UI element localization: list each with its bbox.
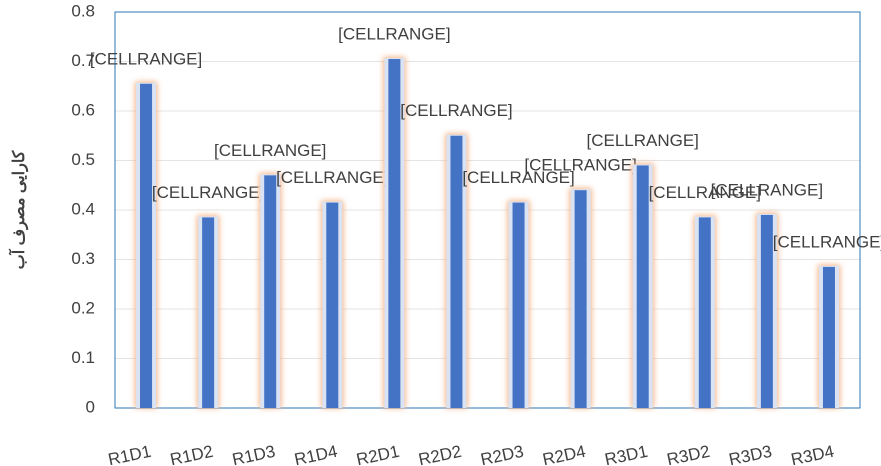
data-label: [CELLRANGE] (524, 156, 636, 175)
x-tick-label: R1D3 (231, 442, 277, 466)
bar (326, 202, 339, 408)
y-tick-label: 0.4 (71, 199, 95, 218)
x-tick-label: R1D1 (106, 442, 152, 466)
x-tick-label: R2D1 (355, 442, 401, 466)
y-tick-label: 0.5 (71, 150, 95, 169)
y-tick-label: 0.8 (71, 1, 95, 20)
plot-border (114, 11, 861, 409)
data-label: [CELLRANGE] (773, 232, 881, 251)
data-label: [CELLRANGE] (649, 183, 761, 202)
data-label: [CELLRANGE] (152, 183, 264, 202)
data-label: [CELLRANGE] (276, 168, 388, 187)
data-label: [CELLRANGE] (586, 131, 698, 150)
bar (388, 59, 401, 409)
y-tick-label: 0.3 (71, 249, 95, 268)
data-label: [CELLRANGE] (711, 180, 823, 199)
bar (512, 202, 525, 408)
data-label: [CELLRANGE] (462, 168, 574, 187)
x-tick-label: R2D2 (417, 442, 463, 466)
bar (450, 135, 463, 408)
bar (698, 217, 711, 408)
data-label: [CELLRANGE] (338, 25, 450, 44)
bar (574, 190, 587, 408)
x-tick-label: R1D4 (293, 442, 339, 466)
x-tick-label: R1D2 (168, 442, 214, 466)
y-tick-label: 0.2 (71, 298, 95, 317)
x-tick-label: R2D3 (479, 442, 525, 466)
bar (636, 165, 649, 408)
data-label: [CELLRANGE] (400, 101, 512, 120)
x-tick-label: R3D3 (727, 442, 773, 466)
bar (760, 214, 773, 408)
y-tick-label: 0.1 (71, 348, 95, 367)
y-axis-label: کارایی مصرف آب (7, 150, 29, 269)
bar (202, 217, 215, 408)
y-tick-label: 0 (86, 397, 95, 416)
data-label: [CELLRANGE] (90, 49, 202, 68)
bar (822, 266, 835, 408)
y-tick-label: 0.7 (71, 51, 95, 70)
x-tick-label: R3D1 (603, 442, 649, 466)
data-label: [CELLRANGE] (214, 141, 326, 160)
bar (264, 175, 277, 408)
x-tick-label: R3D4 (789, 442, 835, 466)
x-tick-label: R2D4 (541, 442, 587, 466)
x-tick-label: R3D2 (665, 442, 711, 466)
y-tick-label: 0.6 (71, 100, 95, 119)
bar (140, 83, 153, 409)
